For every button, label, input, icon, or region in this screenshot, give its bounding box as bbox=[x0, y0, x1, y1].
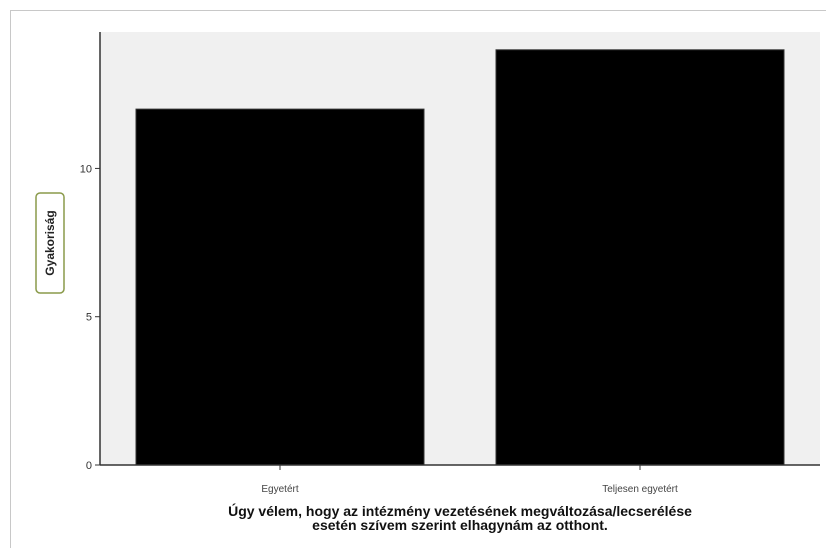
y-axis-label-box bbox=[35, 192, 65, 294]
y-axis-label: Gyakoriság bbox=[35, 192, 65, 294]
bar-1 bbox=[135, 108, 425, 466]
y-tick-label-3: 10 bbox=[80, 163, 92, 175]
x-axis-label-line-2: esetén szívem szerint elhagynám az ottho… bbox=[312, 517, 608, 533]
y-tick-label-1: 0 bbox=[86, 460, 92, 472]
bar-2 bbox=[495, 49, 785, 466]
x-tick-label-1: Egyetért bbox=[261, 484, 298, 495]
chart-frame bbox=[10, 10, 826, 548]
x-tick-label-2: Teljesen egyetért bbox=[602, 484, 678, 495]
x-axis-label: Úgy vélem, hogy az intézmény vezetésének… bbox=[100, 504, 820, 532]
y-axis-label-text: Gyakoriság bbox=[43, 210, 57, 275]
y-tick-label-2: 5 bbox=[86, 312, 92, 324]
x-axis-label-line-1: Úgy vélem, hogy az intézmény vezetésének… bbox=[228, 503, 692, 519]
